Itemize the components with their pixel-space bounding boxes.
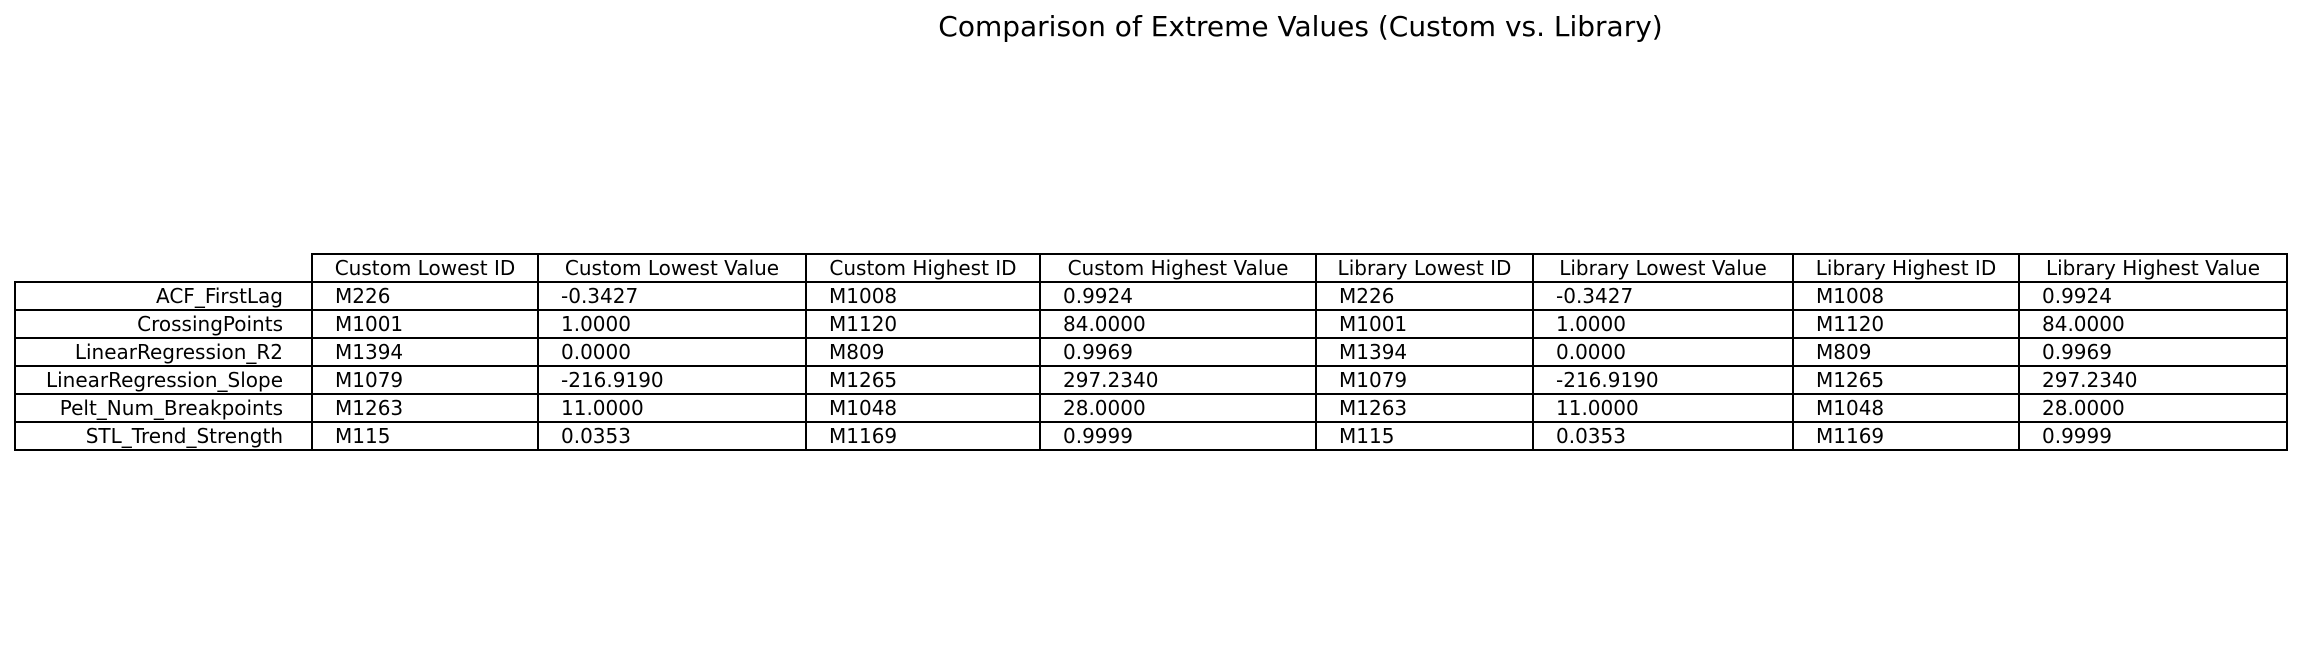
- column-header: Custom Highest Value: [1039, 253, 1317, 283]
- table-cell: M1048: [1792, 393, 2020, 423]
- table-cell: 0.9924: [2018, 281, 2288, 311]
- table-cell: M226: [311, 281, 539, 311]
- header-row: Custom Lowest ID Custom Lowest Value Cus…: [15, 253, 2288, 283]
- table-cell: 0.0353: [1532, 421, 1794, 451]
- chart-title-text: Comparison of Extreme Values (Custom vs.…: [938, 10, 1663, 43]
- table-cell: 28.0000: [2018, 393, 2288, 423]
- table-cell: -216.9190: [537, 365, 807, 395]
- table-cell: M1120: [1792, 309, 2020, 339]
- column-header: Library Highest ID: [1792, 253, 2020, 283]
- table-cell: M1394: [1315, 337, 1534, 367]
- table-row: LinearRegression_R2 M1394 0.0000 M809 0.…: [14, 337, 2288, 367]
- table-cell: 11.0000: [537, 393, 807, 423]
- table-row: ACF_FirstLag M226 -0.3427 M1008 0.9924 M…: [14, 281, 2288, 311]
- row-label: Pelt_Num_Breakpoints: [14, 393, 313, 423]
- table-row: LinearRegression_Slope M1079 -216.9190 M…: [14, 365, 2288, 395]
- column-header: Library Highest Value: [2018, 253, 2288, 283]
- table-cell: 84.0000: [1039, 309, 1317, 339]
- table-cell: -0.3427: [1532, 281, 1794, 311]
- column-header: Custom Lowest ID: [311, 253, 539, 283]
- table-cell: M1120: [805, 309, 1041, 339]
- table-cell: M1169: [1792, 421, 2020, 451]
- table-cell: M1265: [805, 365, 1041, 395]
- column-header: Library Lowest ID: [1315, 253, 1534, 283]
- table-cell: 297.2340: [1039, 365, 1317, 395]
- table-cell: 0.9969: [1039, 337, 1317, 367]
- table-cell: -216.9190: [1532, 365, 1794, 395]
- table-cell: M1001: [1315, 309, 1534, 339]
- table-cell: M1079: [1315, 365, 1534, 395]
- table-cell: M809: [1792, 337, 2020, 367]
- table-cell: M115: [311, 421, 539, 451]
- table-row: Pelt_Num_Breakpoints M1263 11.0000 M1048…: [14, 393, 2288, 423]
- table-cell: 84.0000: [2018, 309, 2288, 339]
- table-cell: 0.0000: [1532, 337, 1794, 367]
- table-cell: M1008: [1792, 281, 2020, 311]
- table-cell: M809: [805, 337, 1041, 367]
- table-cell: M1394: [311, 337, 539, 367]
- table-cell: 0.9924: [1039, 281, 1317, 311]
- table-cell: M1008: [805, 281, 1041, 311]
- row-label: CrossingPoints: [14, 309, 313, 339]
- chart-title: Comparison of Extreme Values (Custom vs.…: [0, 10, 2301, 44]
- table-cell: 0.0000: [537, 337, 807, 367]
- table-cell: M1265: [1792, 365, 2020, 395]
- table-cell: 0.9969: [2018, 337, 2288, 367]
- table-cell: 1.0000: [537, 309, 807, 339]
- table-cell: -0.3427: [537, 281, 807, 311]
- table-cell: M226: [1315, 281, 1534, 311]
- table-cell: M1263: [1315, 393, 1534, 423]
- table-cell: M1001: [311, 309, 539, 339]
- row-label: LinearRegression_R2: [14, 337, 313, 367]
- table-cell: M1048: [805, 393, 1041, 423]
- header-corner: [15, 254, 313, 283]
- table-cell: M1169: [805, 421, 1041, 451]
- column-header: Custom Lowest Value: [537, 253, 807, 283]
- table-cell: 11.0000: [1532, 393, 1794, 423]
- table-cell: 0.0353: [537, 421, 807, 451]
- row-label: LinearRegression_Slope: [14, 365, 313, 395]
- table-cell: 297.2340: [2018, 365, 2288, 395]
- table-row: CrossingPoints M1001 1.0000 M1120 84.000…: [14, 309, 2288, 339]
- table-row: STL_Trend_Strength M115 0.0353 M1169 0.9…: [14, 421, 2288, 451]
- extreme-values-table: Custom Lowest ID Custom Lowest Value Cus…: [14, 253, 2288, 451]
- row-label: STL_Trend_Strength: [14, 421, 313, 451]
- column-header: Custom Highest ID: [805, 253, 1041, 283]
- table-cell: M1263: [311, 393, 539, 423]
- table-cell: 0.9999: [1039, 421, 1317, 451]
- table-cell: M115: [1315, 421, 1534, 451]
- table-cell: M1079: [311, 365, 539, 395]
- table-cell: 0.9999: [2018, 421, 2288, 451]
- table-cell: 28.0000: [1039, 393, 1317, 423]
- column-header: Library Lowest Value: [1532, 253, 1794, 283]
- table-cell: 1.0000: [1532, 309, 1794, 339]
- row-label: ACF_FirstLag: [14, 281, 313, 311]
